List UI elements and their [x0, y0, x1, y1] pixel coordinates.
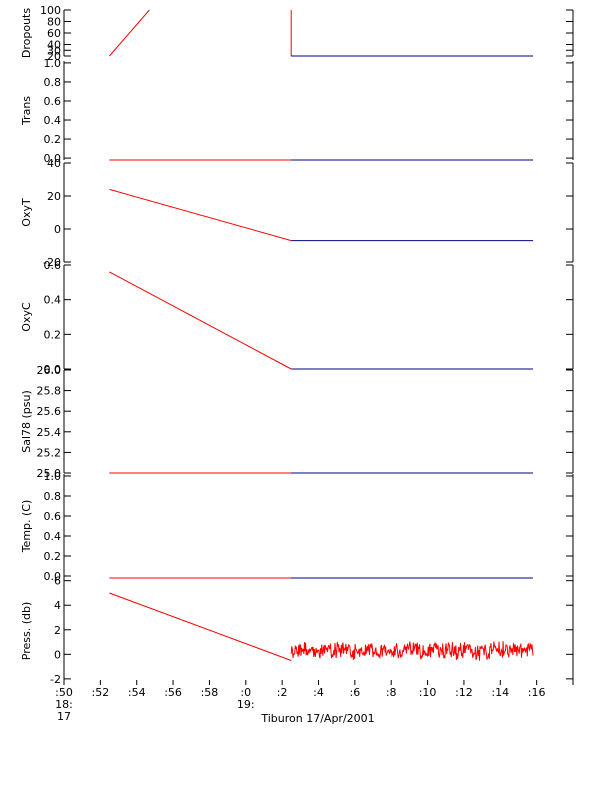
y-tick-label: 1.0	[44, 470, 62, 483]
y-axis-label: OxyC	[20, 302, 33, 332]
y-tick-label: 25.4	[37, 426, 62, 439]
y-tick-label: 0.2	[44, 328, 62, 341]
y-tick-label: 0.6	[44, 95, 62, 108]
y-tick-label: 25.2	[37, 446, 62, 459]
panels-group: 2030406080100Dropouts0.00.20.40.60.81.0T…	[20, 4, 574, 686]
panel-7: -2 0 2 4 6 Press. (db)	[20, 575, 574, 686]
y-tick-label: 26.0	[37, 364, 62, 377]
x-tick-label: :4	[313, 686, 324, 699]
panel-5: 25.0 25.2 25.4 25.6 25.8 26.0 Sal78 (psu)	[20, 364, 574, 480]
y-tick-label: -20	[43, 256, 61, 269]
x-axis-label: Tiburon 17/Apr/2001	[260, 712, 374, 725]
y-axis-label: Dropouts	[20, 8, 33, 58]
y-tick-label: 0.8	[44, 490, 62, 503]
y-axis-label: Press. (db)	[20, 602, 33, 661]
y-tick-label: 1.0	[44, 57, 62, 70]
y-tick-label: 0.0	[44, 152, 62, 165]
x-tick-label: :50	[55, 686, 73, 699]
x-tick-label: :52	[92, 686, 110, 699]
y-tick-label: 25.0	[37, 467, 62, 480]
panel-2: 0.0 0.2 0.4 0.6 0.8 1.0 Trans	[20, 57, 574, 165]
x-tick-label: :2	[277, 686, 288, 699]
panel-6: 0.0 0.2 0.4 0.6 0.8 1.0 Temp. (C)	[20, 470, 574, 583]
panel-3: -20 0 20 40 OxyT	[20, 157, 574, 269]
y-tick-label: 0	[54, 223, 61, 236]
y-tick-label: 0.2	[44, 133, 62, 146]
y-tick-label: 25.6	[37, 405, 62, 418]
x-tick-label: :56	[164, 686, 182, 699]
x-tick-label: :16	[528, 686, 546, 699]
x-tick-label: :14	[491, 686, 509, 699]
y-tick-label: 100	[40, 4, 61, 17]
series-line	[290, 641, 534, 661]
x-tick-sublabel: 17	[57, 710, 71, 723]
y-tick-label: 0.6	[44, 259, 62, 272]
x-tick-label: :6	[349, 686, 360, 699]
y-axis-label: Sal78 (psu)	[20, 390, 33, 453]
y-tick-label: 40	[47, 39, 61, 52]
x-tick-sublabel: 19:	[237, 698, 255, 711]
x-tick-label: :12	[455, 686, 473, 699]
y-tick-label: 0.6	[44, 510, 62, 523]
y-tick-label: 40	[47, 157, 61, 170]
x-tick-label: :10	[419, 686, 437, 699]
y-tick-label: 0.2	[44, 550, 62, 563]
y-tick-label: -2	[50, 673, 61, 686]
y-tick-label: 60	[47, 27, 61, 40]
y-tick-label: 0.4	[44, 530, 62, 543]
x-tick-label: :0	[240, 686, 251, 699]
y-tick-label: 0.0	[44, 363, 62, 376]
x-tick-sublabel: 18:	[55, 698, 73, 711]
series-line	[109, 188, 292, 242]
y-tick-label: 20	[47, 50, 61, 63]
y-axis-label: OxyT	[20, 198, 33, 227]
y-tick-label: 20	[47, 190, 61, 203]
y-tick-label: 0.4	[44, 294, 62, 307]
y-tick-label: 25.8	[37, 385, 62, 398]
x-tick-label: :54	[128, 686, 146, 699]
y-tick-label: 4	[54, 599, 61, 612]
y-tick-label: 0.8	[44, 76, 62, 89]
panel-4: 0.0 0.2 0.4 0.6 OxyC	[20, 259, 574, 376]
y-tick-label: 0	[54, 648, 61, 661]
y-tick-label: 30	[47, 44, 61, 57]
y-axis-label: Trans	[20, 96, 33, 126]
y-axis-label: Temp. (C)	[20, 500, 33, 554]
y-tick-label: 0.4	[44, 114, 62, 127]
series-line	[109, 271, 292, 370]
y-tick-label: 6	[54, 575, 61, 588]
y-tick-label: 2	[54, 624, 61, 637]
y-tick-label: 0.0	[44, 570, 62, 583]
series-line	[109, 592, 292, 661]
series-line	[109, 9, 150, 57]
x-tick-label: :58	[201, 686, 219, 699]
y-tick-label: 80	[47, 16, 61, 29]
x-tick-label: :8	[386, 686, 397, 699]
